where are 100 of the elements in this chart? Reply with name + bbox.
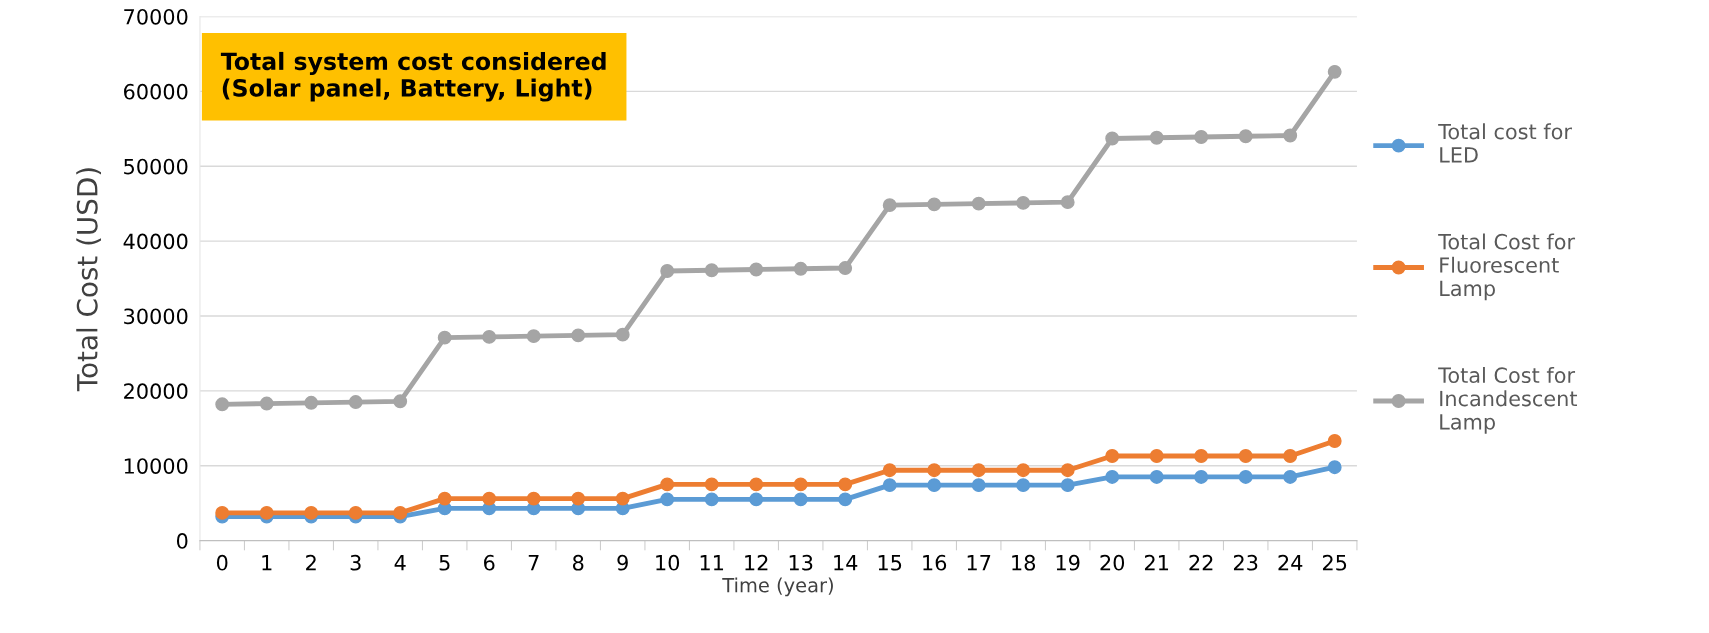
point xyxy=(393,505,408,520)
x-tick-label: 7 xyxy=(528,555,539,571)
point xyxy=(348,505,363,520)
y-tick-label: 40000 xyxy=(123,233,188,250)
point xyxy=(571,491,586,506)
point xyxy=(838,492,853,507)
point xyxy=(882,463,897,478)
point xyxy=(437,491,452,506)
y-tick-label: 10000 xyxy=(124,458,188,474)
x-tick-label: 23 xyxy=(1233,554,1258,571)
point xyxy=(749,262,764,277)
point xyxy=(793,261,808,276)
x-tick-label: 3 xyxy=(350,554,361,571)
point xyxy=(971,478,986,493)
point xyxy=(259,505,274,520)
point xyxy=(615,327,630,342)
x-tick-label: 11 xyxy=(700,555,724,571)
point xyxy=(215,505,230,520)
point xyxy=(793,477,808,492)
x-tick-label: 9 xyxy=(617,554,628,571)
point xyxy=(704,263,719,278)
x-tick-label: 12 xyxy=(745,554,768,571)
y-tick-label: 50000 xyxy=(124,158,188,175)
x-tick-label: 24 xyxy=(1278,554,1303,571)
x-tick-label: 6 xyxy=(484,554,495,571)
point xyxy=(1016,463,1031,478)
x-tick-label: 20 xyxy=(1100,554,1125,571)
point xyxy=(1194,130,1209,144)
y-tick-label: 70000 xyxy=(124,8,188,25)
x-tick-label: 4 xyxy=(394,555,406,571)
point xyxy=(927,478,942,493)
point xyxy=(526,329,541,344)
point xyxy=(1238,129,1253,144)
point xyxy=(1149,469,1164,484)
point xyxy=(1060,195,1075,210)
point xyxy=(1016,195,1031,210)
point xyxy=(259,396,274,411)
point xyxy=(882,478,897,493)
point xyxy=(749,492,764,507)
point xyxy=(1327,434,1342,448)
x-tick-label: 18 xyxy=(1012,554,1036,571)
point xyxy=(1016,478,1031,493)
point xyxy=(1327,64,1342,79)
point xyxy=(1149,130,1164,145)
point xyxy=(927,463,942,478)
point xyxy=(1060,463,1075,478)
point xyxy=(526,491,541,506)
x-tick-label: 2 xyxy=(306,554,316,571)
point xyxy=(482,491,497,506)
point xyxy=(882,198,897,213)
point xyxy=(749,477,764,492)
point xyxy=(704,477,719,492)
x-tick-label: 14 xyxy=(834,555,858,571)
point xyxy=(1238,449,1253,463)
point xyxy=(304,395,319,410)
point xyxy=(838,261,853,275)
point xyxy=(1283,469,1298,484)
point xyxy=(571,328,586,343)
point xyxy=(927,197,942,212)
point xyxy=(1327,460,1342,475)
x-tick-label: 13 xyxy=(789,554,813,571)
x-tick-label: 22 xyxy=(1189,554,1213,571)
legend-label: Total Cost for Fluorescent Lamp xyxy=(1438,233,1576,301)
point xyxy=(615,491,630,506)
point xyxy=(1283,449,1298,463)
x-tick-label: 10 xyxy=(656,554,680,571)
point xyxy=(1194,469,1209,484)
point xyxy=(304,505,319,520)
y-tick-label: 20000 xyxy=(124,383,188,400)
point xyxy=(393,394,408,409)
point xyxy=(971,463,986,478)
point xyxy=(704,492,719,507)
x-tick-label: 17 xyxy=(967,555,991,571)
point xyxy=(1105,449,1120,463)
x-tick-label: 8 xyxy=(572,554,584,571)
point xyxy=(482,329,497,344)
x-tick-label: 15 xyxy=(878,555,902,571)
point xyxy=(1238,469,1253,484)
y-tick-label: 30000 xyxy=(124,308,188,325)
x-tick-label: 16 xyxy=(923,554,947,571)
point xyxy=(348,395,363,410)
y-axis-title: Total Cost (USD) xyxy=(76,168,102,392)
point xyxy=(215,397,230,412)
point xyxy=(1105,131,1120,146)
point xyxy=(1060,478,1075,493)
point xyxy=(1149,449,1164,463)
y-tick-label: 0 xyxy=(176,533,188,549)
point xyxy=(1194,449,1209,463)
point xyxy=(971,196,986,211)
x-tick-label: 0 xyxy=(216,554,228,571)
point xyxy=(1283,128,1298,143)
legend-label: Total Cost for Incandescent Lamp xyxy=(1438,366,1578,434)
point xyxy=(660,264,675,278)
x-tick-label: 5 xyxy=(439,555,450,571)
point xyxy=(793,492,808,507)
x-tick-label: 1 xyxy=(262,555,272,571)
point xyxy=(1105,469,1120,484)
y-tick-label: 60000 xyxy=(124,83,188,100)
point xyxy=(838,477,853,492)
point xyxy=(437,330,452,345)
